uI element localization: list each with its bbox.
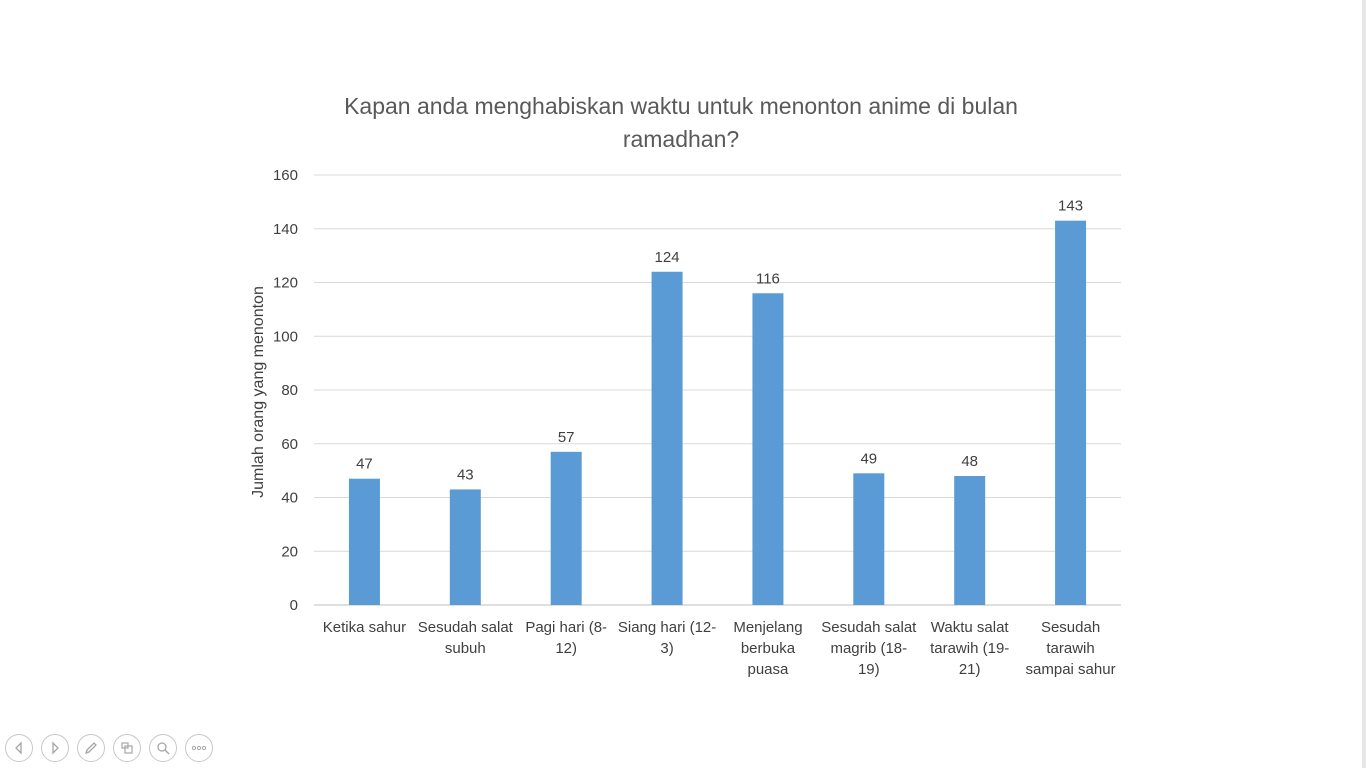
slideshow-toolbar: [5, 734, 213, 764]
x-tick-label-line: Ketika sahur: [323, 619, 406, 636]
x-tick-label: Sesudah tarawih sampai sahur: [1026, 619, 1116, 678]
slides-button[interactable]: [113, 734, 141, 762]
zoom-button[interactable]: [149, 734, 177, 762]
y-tick-label: 0: [290, 597, 298, 614]
bars: [348, 220, 1087, 605]
data-label: 143: [1058, 198, 1083, 215]
x-tick-label: Menjelang berbuka puasa: [733, 619, 802, 678]
x-tick-label: Waktu salat tarawih (19- 21): [930, 619, 1009, 678]
previous-icon: [15, 741, 22, 755]
x-tick-label-line: Siang hari (12-: [618, 619, 716, 636]
bar: [954, 476, 986, 605]
y-tick-label: 140: [273, 221, 298, 238]
x-tick-label-line: Menjelang: [733, 619, 802, 636]
x-tick-label-line: Sesudah: [1041, 619, 1100, 636]
x-tick-label: Sesudah salat subuh: [418, 619, 514, 657]
bar: [651, 271, 683, 605]
x-tick-label-line: tarawih (19-: [930, 640, 1009, 657]
x-tick-label: Sesudah salat magrib (18- 19): [821, 619, 917, 678]
chart-title: Kapan anda menghabiskan waktu untuk meno…: [344, 93, 1018, 152]
data-label: 47: [356, 456, 373, 473]
data-label: 48: [961, 453, 978, 470]
pen-icon: [84, 742, 97, 755]
data-label: 116: [756, 270, 780, 287]
x-tick-label-line: sampai sahur: [1026, 661, 1116, 678]
next-button[interactable]: [41, 734, 69, 762]
y-axis-ticks: 0 20 40 60 80 100 120 140 160: [273, 167, 298, 614]
x-tick-label-line: 19): [858, 661, 880, 678]
y-tick-label: 60: [281, 436, 298, 453]
bar: [550, 451, 582, 605]
x-tick-label-line: berbuka: [741, 640, 796, 657]
x-tick-label-line: magrib (18-: [830, 640, 907, 657]
y-tick-label: 160: [273, 167, 298, 184]
x-tick-label: Pagi hari (8- 12): [525, 619, 607, 657]
x-tick-label: Ketika sahur: [323, 619, 406, 636]
bar: [449, 489, 481, 605]
x-tick-label: Siang hari (12- 3): [618, 619, 716, 657]
window-edge: [1362, 0, 1366, 768]
more-icon: [191, 745, 207, 751]
gridlines: [314, 174, 1121, 606]
bar: [752, 293, 784, 605]
x-tick-label-line: Sesudah salat: [821, 619, 917, 636]
y-tick-label: 40: [281, 490, 298, 507]
y-axis-label: Jumlah orang yang menonton: [250, 286, 267, 498]
next-icon: [52, 741, 59, 755]
x-axis-ticks: Ketika sahur Sesudah salat subuh Pagi hari …: [323, 619, 1116, 678]
data-label: 43: [457, 466, 474, 483]
zoom-icon: [157, 742, 170, 755]
x-tick-label-line: 3): [660, 640, 673, 657]
y-tick-label: 120: [273, 275, 298, 292]
data-label: 124: [655, 249, 680, 266]
x-tick-label-line: 21): [959, 661, 981, 678]
x-tick-label-line: tarawih: [1046, 640, 1094, 657]
y-tick-label: 80: [281, 382, 298, 399]
y-tick-label: 20: [281, 543, 298, 560]
bar: [348, 478, 380, 605]
x-tick-label-line: Waktu salat: [931, 619, 1010, 636]
more-button[interactable]: [185, 734, 213, 762]
y-tick-label: 100: [273, 328, 298, 345]
x-tick-label-line: 12): [555, 640, 577, 657]
slides-icon: [121, 742, 133, 754]
data-labels: 47 43 57 124 116 49 48 143: [356, 198, 1083, 484]
x-tick-label-line: Pagi hari (8-: [525, 619, 607, 636]
x-tick-label-line: puasa: [748, 661, 790, 678]
data-label: 49: [860, 450, 877, 467]
x-tick-label-line: subuh: [445, 640, 486, 657]
x-tick-label-line: Sesudah salat: [418, 619, 514, 636]
previous-button[interactable]: [5, 734, 33, 762]
data-label: 57: [558, 429, 575, 446]
bar: [853, 473, 885, 605]
bar: [1055, 220, 1087, 605]
pen-button[interactable]: [77, 734, 105, 762]
